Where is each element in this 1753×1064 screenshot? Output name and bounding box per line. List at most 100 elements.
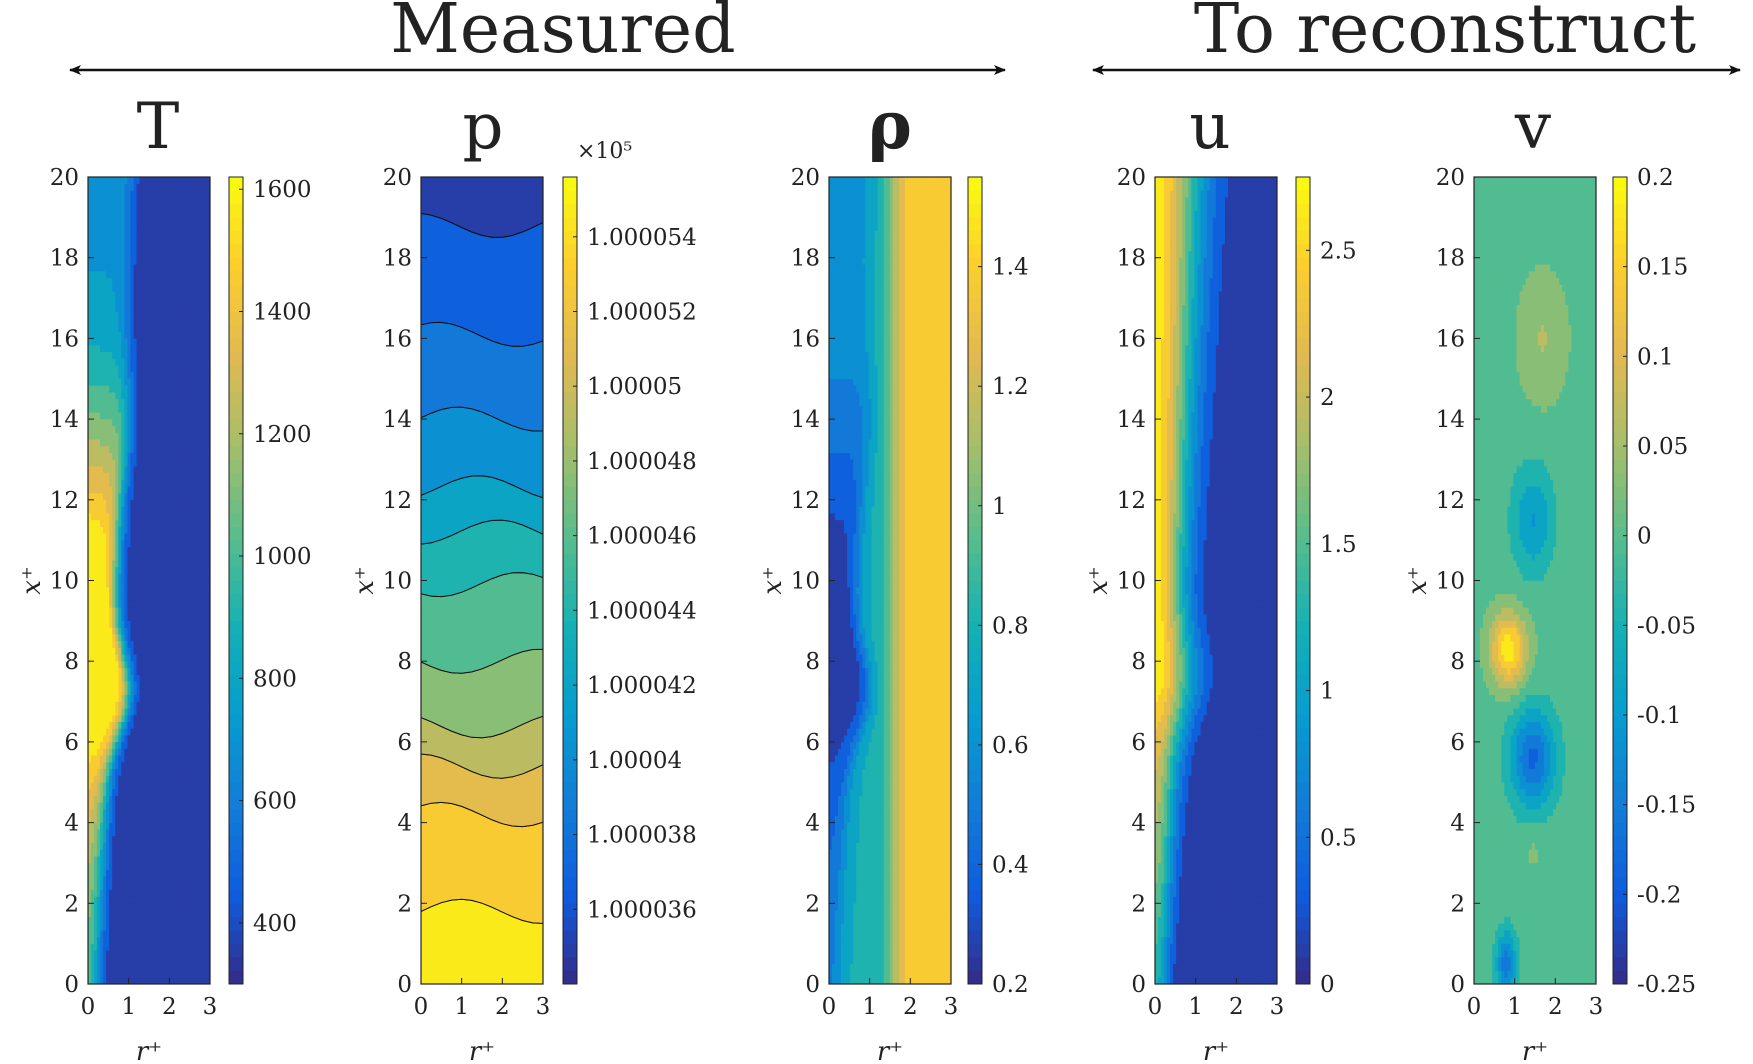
x-tick-label: 0 [414,994,429,1020]
y-tick-label: 2 [1450,891,1465,917]
y-tick-label: 16 [1436,326,1465,352]
y-tick-label: 12 [1436,488,1465,514]
y-tick-label: 8 [1131,649,1146,675]
colorbar-tick-label: 0.5 [1320,825,1357,851]
y-tick-label: 6 [397,730,412,756]
x-tick-label: 2 [495,994,510,1020]
colorbar-exponent-label: ×10⁵ [577,139,632,164]
colorbar-tick-label: 1.4 [992,255,1029,281]
y-tick-label: 12 [791,488,820,514]
y-tick-label: 4 [1131,811,1146,837]
y-tick-label: 14 [1117,407,1146,433]
y-tick-label: 4 [1450,811,1465,837]
colorbar-tick-label: 1.000042 [587,673,697,699]
colorbar-tick-label: 0.2 [992,972,1029,998]
x-tick-label: 3 [1589,994,1604,1020]
x-axis-label: r⁺ [1522,1037,1548,1064]
x-tick-label: 0 [1467,994,1482,1020]
y-tick-label: 2 [397,891,412,917]
y-axis-label: x⁺ [1084,566,1114,594]
y-tick-label: 14 [383,407,412,433]
colorbar-tick-label: -0.05 [1637,613,1696,639]
x-tick-label: 3 [203,994,218,1020]
colorbar-p: 1.000036 1.000038 1.00004 1.000042 1.000044 1… [562,139,697,985]
y-tick-label: 16 [50,326,79,352]
y-tick-label: 0 [397,972,412,998]
panel-title-u: u [1189,90,1230,164]
x-tick-label: 3 [944,994,959,1020]
x-axis-label: r⁺ [877,1037,903,1064]
x-tick-label: 1 [454,994,469,1020]
colorbar-tick-label: 0.05 [1637,434,1688,460]
colorbar-tick-label: -0.1 [1637,703,1681,729]
colorbar-tick-label: 600 [253,789,297,815]
y-tick-label: 18 [50,246,79,272]
x-axis-label: r⁺ [469,1037,495,1064]
y-tick-label: 10 [50,569,79,595]
y-tick-label: 10 [1117,569,1146,595]
y-tick-label: 20 [791,165,820,191]
y-tick-label: 18 [383,246,412,272]
contour-field-v [1474,177,1596,984]
y-tick-label: 16 [791,326,820,352]
x-tick-label: 0 [81,994,96,1020]
y-tick-label: 16 [1117,326,1146,352]
y-tick-label: 6 [64,730,79,756]
colorbar-tick-label: 0.8 [992,613,1029,639]
x-tick-label: 3 [1270,994,1285,1020]
colorbar-tick-label: 800 [253,666,297,692]
y-tick-label: 0 [1131,972,1146,998]
colorbar-tick-label: 0.2 [1637,165,1674,191]
x-tick-label: 2 [162,994,177,1020]
panel-title-rho: ρ [868,86,912,164]
colorbar-tick-label: -0.2 [1637,882,1681,908]
x-tick-label: 2 [903,994,918,1020]
x-tick-label: 1 [121,994,136,1020]
colorbar-tick-label: 2 [1320,385,1335,411]
colorbar-tick-label: 0.6 [992,733,1029,759]
colorbar-tick-label: 1.00005 [587,374,682,400]
y-tick-label: 6 [1450,730,1465,756]
y-tick-label: 0 [805,972,820,998]
pressure-band [421,177,543,238]
x-tick-label: 1 [1188,994,1203,1020]
x-tick-label: 0 [1148,994,1163,1020]
colorbar-tick-label: 0.1 [1637,344,1674,370]
y-tick-label: 4 [64,811,79,837]
colorbar-u: 0 0.5 1 1.5 2 2.5 [1295,176,1357,998]
x-axis-label: r⁺ [1203,1037,1229,1064]
y-tick-label: 10 [1436,569,1465,595]
y-axis-label: x⁺ [758,566,788,594]
y-tick-label: 4 [805,811,820,837]
colorbar-tick-label: 400 [253,911,297,937]
colorbar-tick-label: 1.000048 [587,449,697,475]
y-tick-label: 6 [1131,730,1146,756]
colorbar-rho: 0.2 0.4 0.6 0.8 1 1.2 1.4 [967,176,1029,998]
panel-title-v: v [1514,90,1551,164]
y-tick-label: 8 [64,649,79,675]
colorbar-tick-label: 1400 [253,300,312,326]
y-tick-label: 2 [1131,891,1146,917]
x-tick-label: 2 [1229,994,1244,1020]
y-tick-label: 12 [383,488,412,514]
colorbar-tick-label: 0.4 [992,852,1029,878]
x-tick-label: 2 [1548,994,1563,1020]
panel-title-T: T [137,90,180,164]
colorbar-tick-label: 1.000044 [587,598,697,624]
contour-field-rho [829,177,951,984]
colorbar-tick-label: 1.2 [992,374,1029,400]
y-axis-label: x⁺ [350,566,380,594]
x-tick-label: 1 [862,994,877,1020]
colorbar-tick-label: 1.000054 [587,225,697,251]
y-tick-label: 16 [383,326,412,352]
y-tick-label: 10 [383,569,412,595]
x-tick-label: 3 [536,994,551,1020]
colorbar-T: 400 600 800 1000 1200 1400 1600 [228,176,312,985]
colorbar-tick-label: 0.15 [1637,255,1688,281]
y-tick-label: 6 [805,730,820,756]
y-tick-label: 12 [50,488,79,514]
y-tick-label: 8 [1450,649,1465,675]
